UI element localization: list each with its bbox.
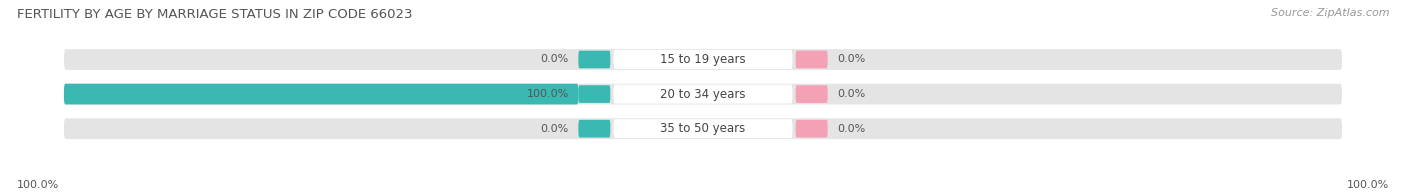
FancyBboxPatch shape [796, 51, 828, 68]
Text: 100.0%: 100.0% [17, 180, 59, 190]
FancyBboxPatch shape [63, 84, 578, 104]
FancyBboxPatch shape [578, 120, 610, 137]
FancyBboxPatch shape [613, 50, 793, 69]
Text: FERTILITY BY AGE BY MARRIAGE STATUS IN ZIP CODE 66023: FERTILITY BY AGE BY MARRIAGE STATUS IN Z… [17, 8, 412, 21]
Text: 0.0%: 0.0% [540, 54, 569, 64]
Text: Source: ZipAtlas.com: Source: ZipAtlas.com [1271, 8, 1389, 18]
FancyBboxPatch shape [63, 49, 1343, 70]
Text: 35 to 50 years: 35 to 50 years [661, 122, 745, 135]
FancyBboxPatch shape [63, 84, 1343, 104]
Text: 20 to 34 years: 20 to 34 years [661, 88, 745, 101]
FancyBboxPatch shape [578, 85, 610, 103]
FancyBboxPatch shape [63, 118, 1343, 139]
Text: 0.0%: 0.0% [837, 124, 866, 134]
Text: 0.0%: 0.0% [540, 124, 569, 134]
Text: 15 to 19 years: 15 to 19 years [661, 53, 745, 66]
FancyBboxPatch shape [613, 84, 793, 104]
FancyBboxPatch shape [613, 119, 793, 138]
Text: 100.0%: 100.0% [526, 89, 569, 99]
Text: 100.0%: 100.0% [1347, 180, 1389, 190]
FancyBboxPatch shape [796, 85, 828, 103]
FancyBboxPatch shape [796, 120, 828, 137]
Text: 0.0%: 0.0% [837, 54, 866, 64]
Text: 0.0%: 0.0% [837, 89, 866, 99]
FancyBboxPatch shape [578, 51, 610, 68]
